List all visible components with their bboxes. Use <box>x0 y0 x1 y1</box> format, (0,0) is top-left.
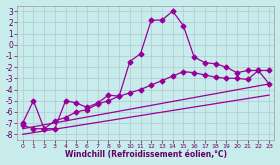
X-axis label: Windchill (Refroidissement éolien,°C): Windchill (Refroidissement éolien,°C) <box>65 150 227 159</box>
